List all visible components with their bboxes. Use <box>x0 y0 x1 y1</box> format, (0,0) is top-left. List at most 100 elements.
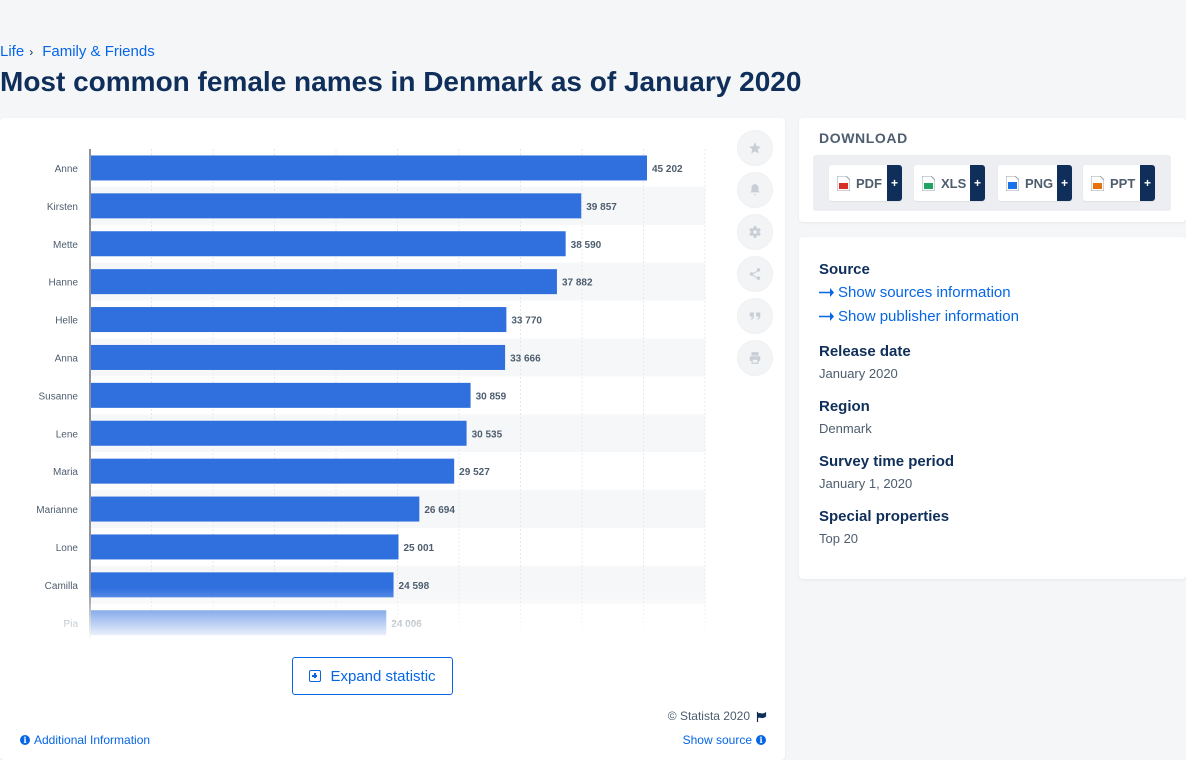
bar[interactable] <box>91 534 399 560</box>
share-button[interactable] <box>737 256 773 292</box>
release-date-heading: Release date <box>819 343 911 360</box>
source-heading: Source <box>819 261 870 278</box>
download-xls-button[interactable]: XLS + <box>914 165 985 201</box>
category-label: Camilla <box>45 581 79 592</box>
download-ppt-plus: + <box>1140 165 1155 201</box>
flag-icon[interactable] <box>756 711 767 722</box>
download-pdf-plus: + <box>887 165 902 201</box>
print-button[interactable] <box>737 340 773 376</box>
release-date-value: January 2020 <box>819 366 898 381</box>
arrow-right-icon <box>819 288 834 297</box>
download-ppt-button[interactable]: PPT + <box>1083 165 1155 201</box>
download-ppt-label: PPT <box>1110 175 1136 191</box>
download-png-button[interactable]: PNG + <box>998 165 1072 201</box>
additional-information-link[interactable]: i Additional Information <box>20 733 150 747</box>
category-label: Lone <box>56 543 79 554</box>
download-pdf-button[interactable]: PDF + <box>829 165 902 201</box>
breadcrumb-link-family-friends[interactable]: Family & Friends <box>42 43 155 60</box>
bar[interactable] <box>91 382 471 408</box>
breadcrumb: Life › Family & Friends <box>0 43 155 60</box>
chart-bars: Anne 45 202 Kirsten 39 857 Mette 38 590 Hanne 3… <box>36 155 683 636</box>
bar[interactable] <box>91 458 455 484</box>
show-publisher-label: Show publisher information <box>838 308 1019 325</box>
category-label: Mette <box>53 240 78 251</box>
chart-card: Anne 45 202 Kirsten 39 857 Mette 38 590 Hanne 3… <box>0 118 785 760</box>
survey-period-value: January 1, 2020 <box>819 476 913 491</box>
star-icon <box>749 142 761 154</box>
category-label: Helle <box>55 316 78 327</box>
info-icon: i <box>20 735 30 745</box>
bar[interactable] <box>91 307 507 333</box>
data-label: 39 857 <box>586 202 617 213</box>
xls-file-icon <box>922 175 935 191</box>
copyright-text: © Statista 2020 <box>667 709 750 723</box>
statistic-details-card: Source Show sources information Show pub… <box>799 237 1186 579</box>
data-label: 33 770 <box>511 316 542 327</box>
special-properties-heading: Special properties <box>819 508 950 525</box>
chart-toolbar <box>737 130 773 382</box>
bar[interactable] <box>91 193 582 219</box>
data-label: 30 859 <box>476 391 507 402</box>
pdf-file-icon <box>837 175 850 191</box>
bar[interactable] <box>91 420 467 446</box>
download-card: DOWNLOAD PDF + XLS + PNG + PPT + <box>799 118 1186 222</box>
expand-statistic-button[interactable]: Expand statistic <box>292 657 453 695</box>
page-title: Most common female names in Denmark as o… <box>0 66 802 97</box>
category-label: Maria <box>53 467 78 478</box>
notification-button[interactable] <box>737 172 773 208</box>
png-file-icon <box>1006 175 1019 191</box>
region-value: Denmark <box>819 421 872 436</box>
show-source-link[interactable]: Show source i <box>683 733 766 747</box>
category-label: Anna <box>55 353 79 364</box>
download-title: DOWNLOAD <box>819 130 908 146</box>
special-properties-value: Top 20 <box>819 531 859 546</box>
bar[interactable] <box>91 496 420 522</box>
data-label: 33 666 <box>510 353 541 364</box>
download-png-plus: + <box>1057 165 1072 201</box>
info-icon: i <box>756 735 766 745</box>
copyright: © Statista 2020 <box>668 709 767 723</box>
expand-label: Expand statistic <box>330 667 436 685</box>
data-label: 45 202 <box>652 164 683 175</box>
download-pdf-label: PDF <box>856 175 882 191</box>
breadcrumb-separator: › <box>29 44 34 59</box>
category-label: Marianne <box>36 505 78 516</box>
category-label: Anne <box>55 164 79 175</box>
show-sources-link[interactable]: Show sources information <box>819 284 1011 301</box>
ppt-file-icon <box>1091 175 1104 191</box>
bar[interactable] <box>91 344 506 370</box>
bar[interactable] <box>91 231 566 257</box>
data-label: 29 527 <box>459 467 490 478</box>
additional-information-label: Additional Information <box>34 733 151 747</box>
category-label: Susanne <box>39 391 79 402</box>
favorite-button[interactable] <box>737 130 773 166</box>
data-label: 37 882 <box>562 278 593 289</box>
arrow-right-icon <box>819 312 834 321</box>
data-label: 24 598 <box>399 581 430 592</box>
data-label: 38 590 <box>571 240 602 251</box>
chart-gridlines <box>89 149 706 638</box>
bar-chart: Anne 45 202 Kirsten 39 857 Mette 38 590 Hanne 3… <box>36 149 706 638</box>
settings-button[interactable] <box>737 214 773 250</box>
data-label: 26 694 <box>424 505 455 516</box>
category-label: Kirsten <box>47 202 78 213</box>
bar[interactable] <box>91 155 647 181</box>
bar[interactable] <box>91 269 557 295</box>
bell-icon <box>750 184 760 196</box>
show-source-label: Show source <box>682 733 752 747</box>
download-bar: PDF + XLS + PNG + PPT + <box>813 155 1171 211</box>
breadcrumb-link-life[interactable]: Life <box>0 43 25 60</box>
gear-icon <box>749 226 761 238</box>
category-label: Lene <box>56 429 79 440</box>
show-sources-label: Show sources information <box>838 284 1011 301</box>
data-label: 25 001 <box>404 543 435 554</box>
category-label: Hanne <box>49 278 79 289</box>
chart-fade-overlay <box>0 588 720 638</box>
expand-icon <box>309 670 322 682</box>
cite-button[interactable] <box>737 298 773 334</box>
survey-period-heading: Survey time period <box>819 453 955 470</box>
quote-icon <box>749 312 761 320</box>
show-publisher-link[interactable]: Show publisher information <box>819 308 1019 325</box>
data-label: 30 535 <box>472 429 503 440</box>
download-png-label: PNG <box>1025 175 1054 191</box>
